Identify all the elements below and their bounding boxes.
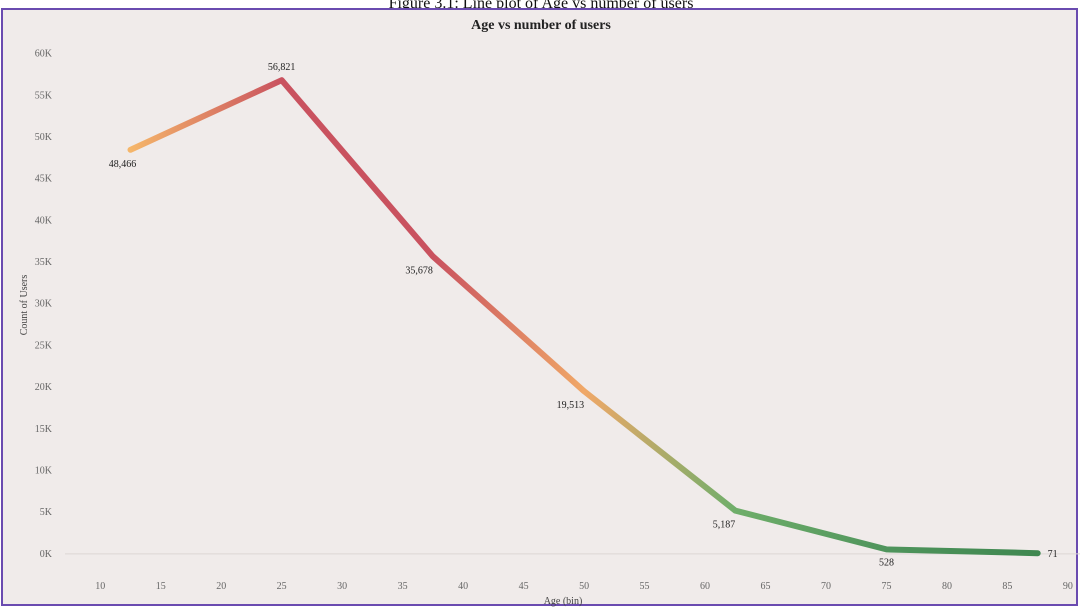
data-label: 35,678	[405, 265, 433, 276]
data-label: 56,821	[268, 62, 296, 73]
x-axis: 10 15 20 25 30 35 40 45 50 55 60 65 70 75 80 85 90	[95, 581, 1073, 592]
x-tick-label: 60	[700, 581, 710, 592]
data-label: 71	[1048, 549, 1058, 560]
y-tick-label: 55K	[35, 90, 53, 101]
data-labels: 48,466 56,821 35,678 19,513 5,187 528 71	[109, 62, 1058, 568]
y-axis: 0K 5K 10K 15K 20K 25K 30K 35K 40K 45K 50K 55K 60K	[35, 49, 53, 560]
y-tick-label: 50K	[35, 132, 53, 143]
y-axis-title: Count of Users	[19, 275, 30, 336]
x-tick-label: 55	[640, 581, 650, 592]
y-tick-label: 25K	[35, 340, 53, 351]
x-tick-label: 30	[337, 581, 347, 592]
data-label: 5,187	[713, 520, 736, 531]
x-axis-title: Age (bin)	[544, 596, 583, 607]
x-tick-label: 75	[881, 581, 891, 592]
y-tick-label: 15K	[35, 424, 53, 435]
x-tick-label: 85	[1002, 581, 1012, 592]
y-tick-label: 30K	[35, 299, 53, 310]
x-tick-label: 45	[519, 581, 529, 592]
x-tick-label: 10	[95, 581, 105, 592]
y-tick-label: 60K	[35, 49, 53, 60]
y-tick-label: 45K	[35, 174, 53, 185]
data-label: 19,513	[557, 400, 585, 411]
y-tick-label: 40K	[35, 215, 53, 226]
figure-caption: Figure 3.1: Line plot of Age vs number o…	[388, 0, 694, 12]
y-tick-label: 5K	[40, 507, 53, 518]
x-tick-label: 40	[458, 581, 468, 592]
y-tick-label: 35K	[35, 257, 53, 268]
y-tick-label: 10K	[35, 465, 53, 476]
y-tick-label: 20K	[35, 382, 53, 393]
x-tick-label: 25	[277, 581, 287, 592]
y-tick-label: 0K	[40, 549, 53, 560]
x-tick-label: 50	[579, 581, 589, 592]
series-line	[127, 77, 1041, 557]
x-tick-label: 20	[216, 581, 226, 592]
x-tick-label: 90	[1063, 581, 1073, 592]
x-tick-label: 35	[398, 581, 408, 592]
x-tick-label: 80	[942, 581, 952, 592]
data-label: 48,466	[109, 159, 137, 170]
data-label: 528	[879, 557, 894, 568]
chart-title: Age vs number of users	[471, 18, 611, 33]
x-tick-label: 15	[156, 581, 166, 592]
chart-frame	[1, 8, 1078, 606]
x-tick-label: 65	[761, 581, 771, 592]
x-tick-label: 70	[821, 581, 831, 592]
